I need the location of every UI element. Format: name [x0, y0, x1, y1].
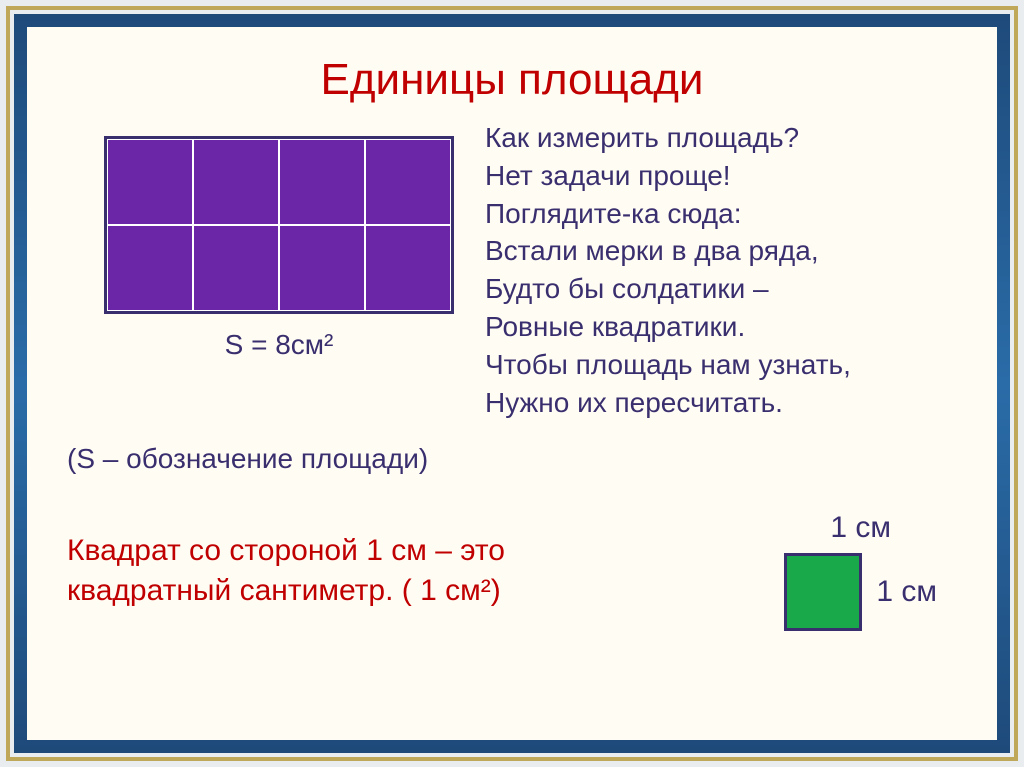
grid-cell: [279, 139, 365, 225]
grid-cell: [365, 225, 451, 311]
grid-row: [107, 225, 451, 311]
poem-line: Нужно их пересчитать.: [485, 384, 851, 422]
poem-line: Будто бы солдатики –: [485, 270, 851, 308]
area-grid-figure: S = 8см²: [107, 139, 451, 361]
unit-square-right-label: 1 см: [876, 575, 937, 609]
poem-line: Поглядите-ка сюда:: [485, 195, 851, 233]
unit-square-figure: 1 см 1 см: [784, 511, 937, 631]
top-row: S = 8см² Как измерить площадь? Нет задач…: [67, 125, 957, 421]
poem-block: Как измерить площадь? Нет задачи проще! …: [485, 119, 851, 421]
definition-line: Квадрат со стороной 1 см – это: [67, 531, 744, 572]
poem-line: Нет задачи проще!: [485, 157, 851, 195]
slide-paper: Единицы площади S = 8см² Как измерить пл…: [27, 27, 997, 740]
bottom-row: Квадрат со стороной 1 см – это квадратны…: [67, 511, 957, 631]
grid-cell: [193, 139, 279, 225]
definition-text: Квадрат со стороной 1 см – это квадратны…: [67, 531, 744, 612]
gold-border: Единицы площади S = 8см² Как измерить пл…: [6, 6, 1018, 761]
unit-square: [784, 553, 862, 631]
grid-cell: [193, 225, 279, 311]
area-grid: [107, 139, 451, 311]
poem-line: Как измерить площадь?: [485, 119, 851, 157]
grid-cell: [365, 139, 451, 225]
poem-line: Чтобы площадь нам узнать,: [485, 346, 851, 384]
grid-row: [107, 139, 451, 225]
poem-line: Ровные квадратики.: [485, 308, 851, 346]
grid-cell: [279, 225, 365, 311]
unit-square-top-label: 1 см: [830, 511, 891, 545]
s-annotation: (S – обозначение площади): [67, 443, 957, 475]
slide-title: Единицы площади: [67, 55, 957, 105]
slide-outer-frame: Единицы площади S = 8см² Как измерить пл…: [0, 0, 1024, 767]
blue-gradient-frame: Единицы площади S = 8см² Как измерить пл…: [14, 14, 1010, 753]
grid-cell: [107, 225, 193, 311]
unit-square-row: 1 см: [784, 553, 937, 631]
poem-line: Встали мерки в два ряда,: [485, 232, 851, 270]
grid-cell: [107, 139, 193, 225]
definition-line: квадратный сантиметр. ( 1 см²): [67, 571, 744, 612]
grid-caption: S = 8см²: [225, 329, 334, 361]
